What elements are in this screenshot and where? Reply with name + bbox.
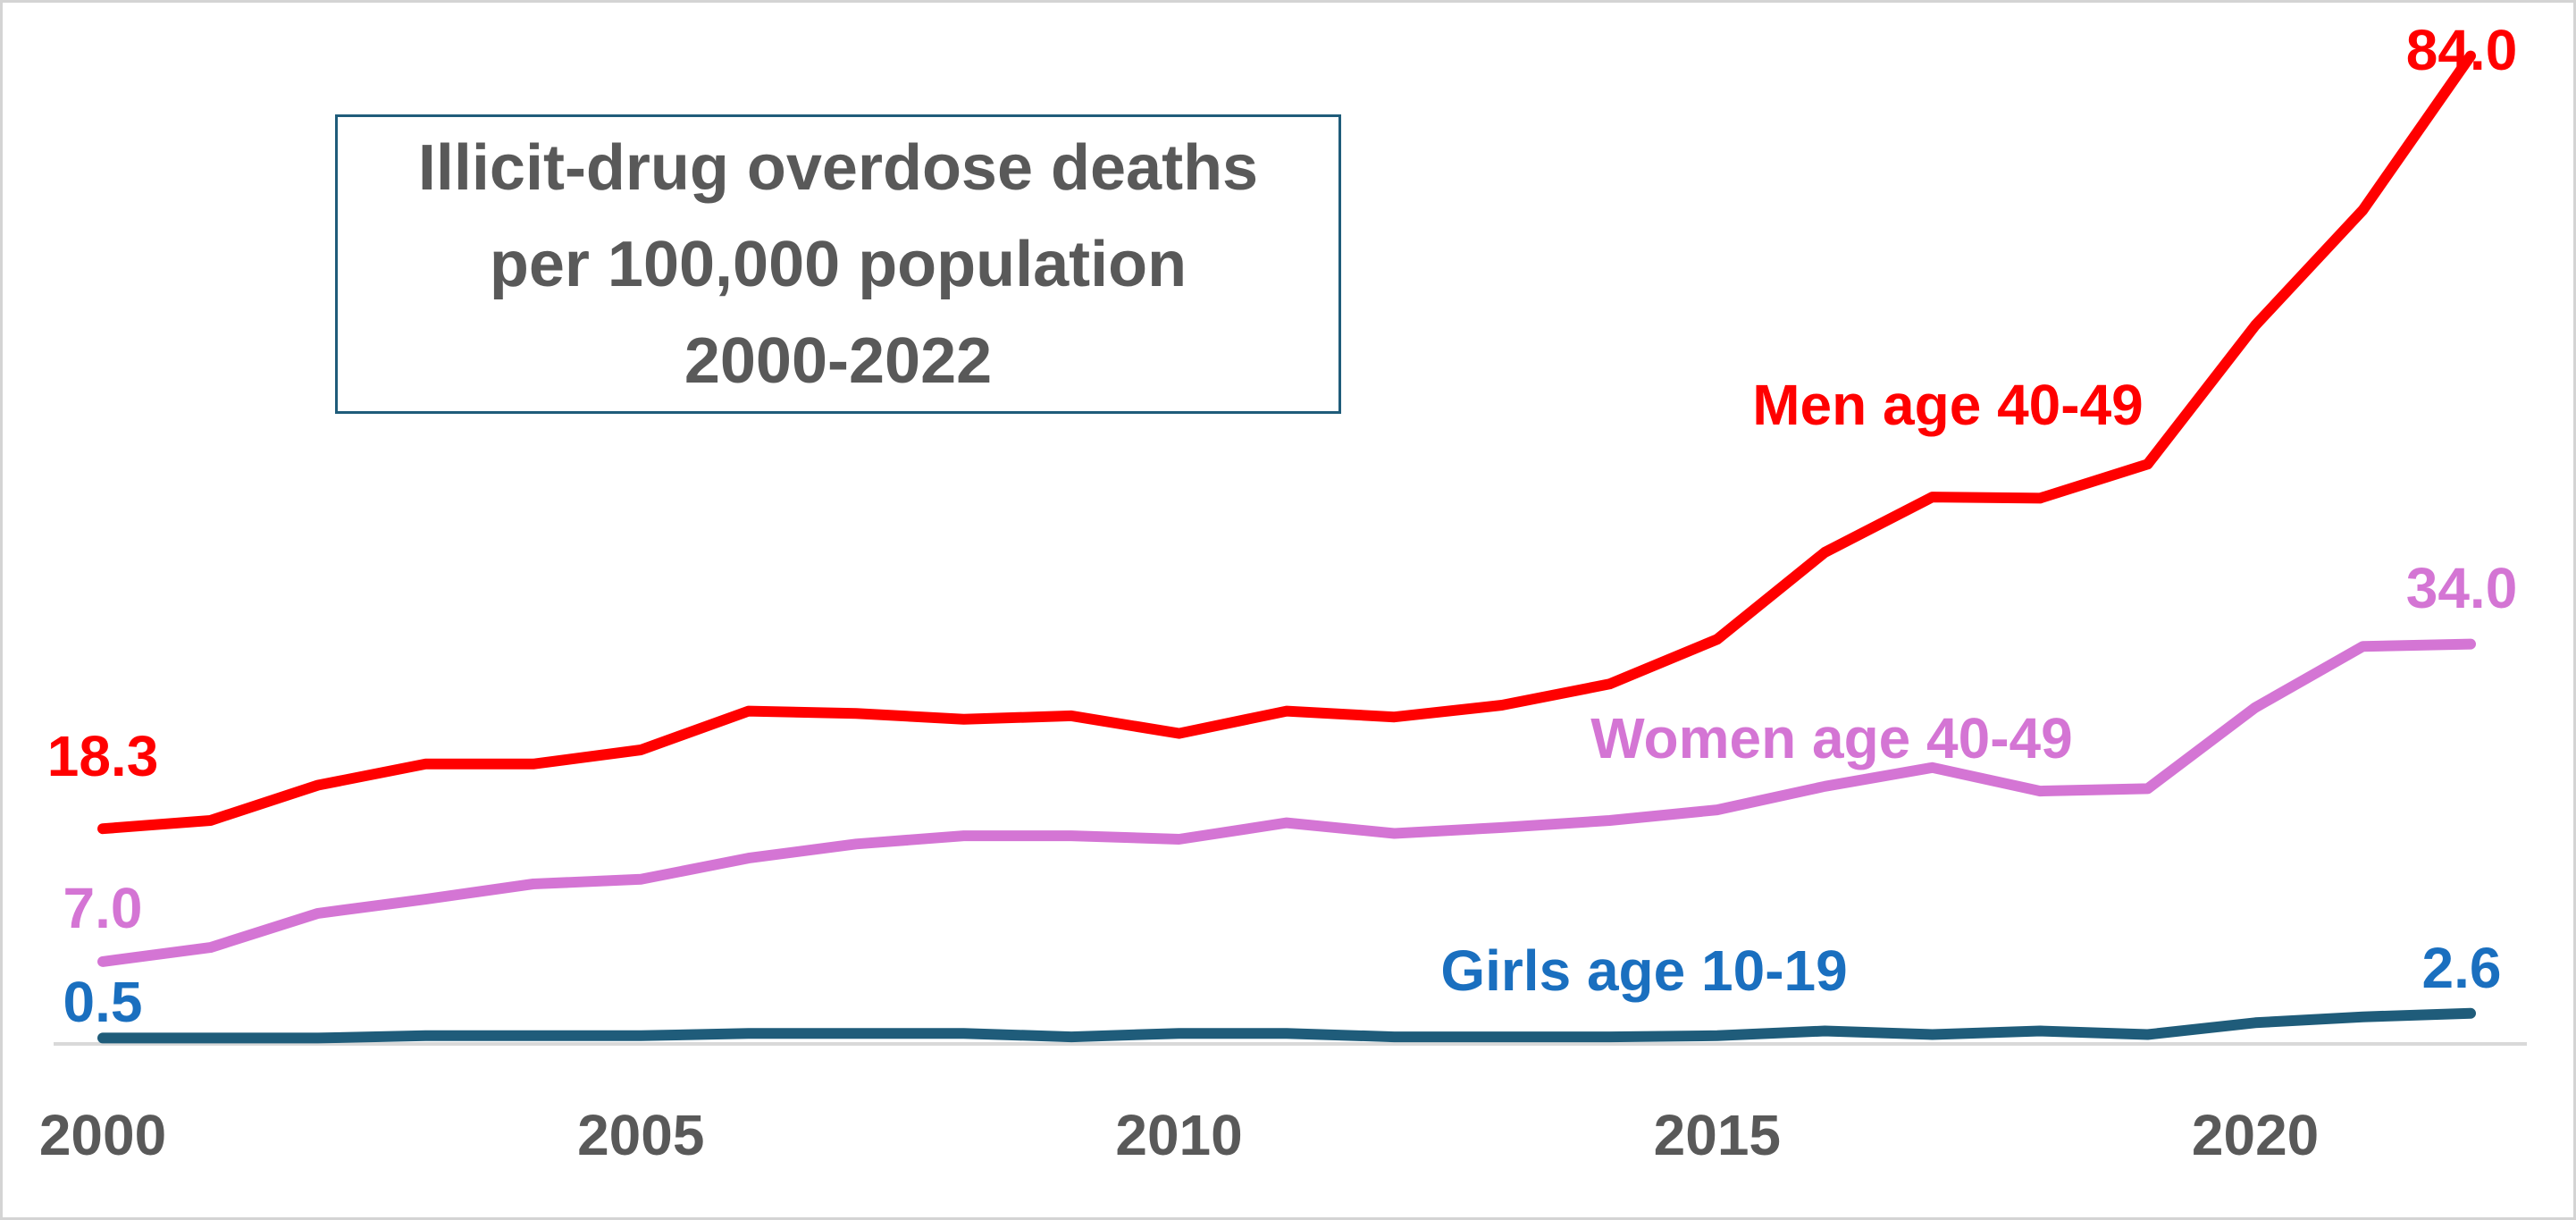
series-start-value-label-0: 18.3 <box>47 724 159 788</box>
series-end-value-label-0: 84.0 <box>2406 18 2518 82</box>
chart-title-box: Illicit-drug overdose deaths per 100,000… <box>335 114 1341 414</box>
x-tick-label-1: 2005 <box>577 1103 704 1167</box>
series-line-0 <box>97 50 2476 835</box>
chart-title-line-2: per 100,000 population <box>489 228 1187 300</box>
series-name-label-2: Girls age 10-19 <box>1440 938 1847 1003</box>
series-start-value-label-1: 7.0 <box>63 876 143 940</box>
series-end-value-label-2: 2.6 <box>2422 936 2502 1000</box>
series-name-label-1: Women age 40-49 <box>1590 706 2072 770</box>
x-tick-label-2: 2010 <box>1115 1103 1242 1167</box>
series-line-1 <box>97 638 2476 967</box>
x-tick-label-0: 2000 <box>39 1103 166 1167</box>
series-start-value-label-2: 0.5 <box>63 970 143 1034</box>
x-tick-label-3: 2015 <box>1654 1103 1781 1167</box>
x-tick-label-4: 2020 <box>2192 1103 2319 1167</box>
series-end-value-label-1: 34.0 <box>2406 556 2518 620</box>
chart-title-line-3: 2000-2022 <box>684 324 993 397</box>
series-line-2 <box>97 1007 2476 1044</box>
series-name-label-0: Men age 40-49 <box>1752 373 2144 437</box>
chart-title-line-1: Illicit-drug overdose deaths <box>417 131 1259 204</box>
